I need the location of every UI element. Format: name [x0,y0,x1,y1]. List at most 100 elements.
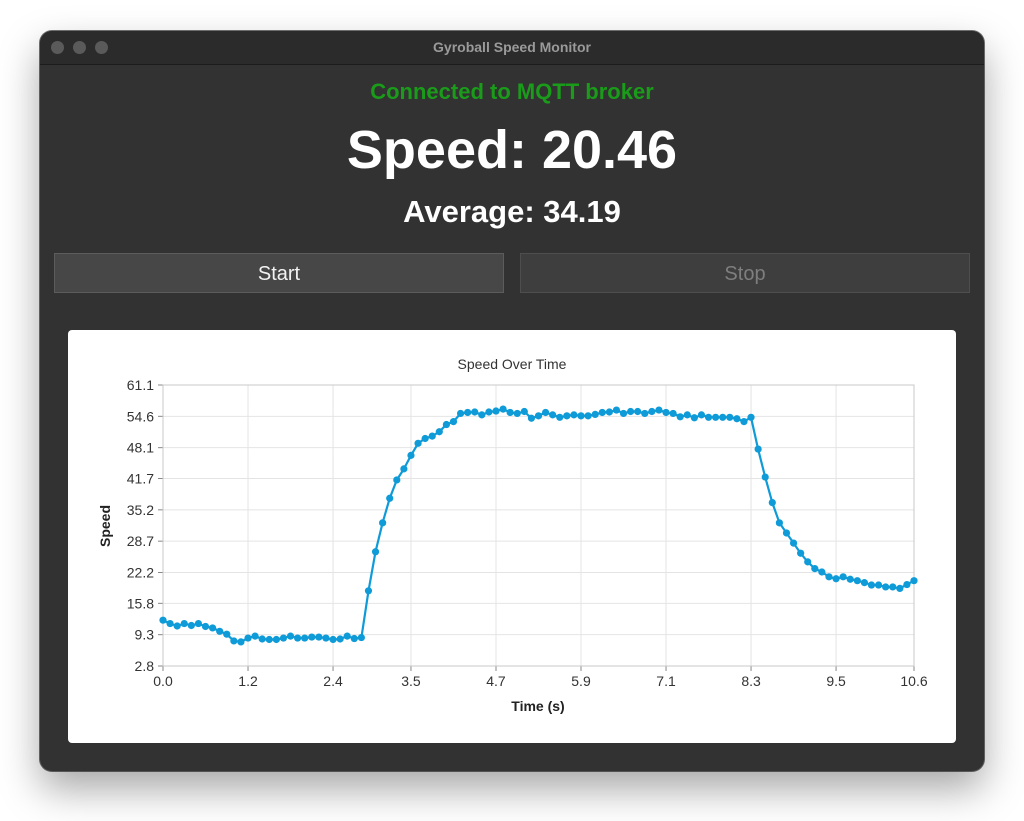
y-tick-label: 54.6 [127,408,154,424]
speed-data-point [166,619,174,628]
speed-data-point [612,406,621,414]
speed-data-point [258,635,266,643]
speed-data-point [669,409,677,418]
speed-data-point [747,413,755,421]
y-tick-label: 15.8 [127,595,154,611]
speed-series-line [162,407,915,643]
speed-data-point [563,412,571,420]
speed-data-point [251,632,259,640]
speed-data-point [797,549,805,557]
speed-data-point [740,418,748,426]
average-readout: Average: 34.19 [403,194,621,229]
speed-data-point [818,568,826,576]
speed-data-point [825,573,833,581]
speed-data-point [513,409,521,418]
app-window: Gyroball Speed Monitor Connected to MQTT… [40,31,984,771]
speed-data-point [421,434,429,443]
speed-data-point [265,635,273,644]
speed-data-point [173,622,181,630]
speed-data-point [428,432,436,440]
y-tick-label: 41.7 [127,471,154,487]
speed-data-point [882,583,890,591]
speed-data-point [556,413,564,421]
speed-data-point [754,445,762,453]
x-tick-label: 4.7 [486,673,506,689]
speed-data-point [627,407,635,416]
speed-chart-svg: 0.0 1.2 2.4 3.5 4.7 5.9 7.1 8.3 9.5 10.6 2.8 9.3 15.… [97,356,928,714]
speed-data-point [584,412,592,420]
speed-data-point [499,405,507,413]
speed-data-point [662,408,670,417]
speed-data-point [159,616,167,624]
chart-series [159,405,918,646]
speed-data-point [456,409,465,418]
speed-readout: Speed: 20.46 [346,120,678,180]
speed-data-point [683,411,691,419]
zoom-window-button[interactable] [95,41,108,54]
speed-data-point [180,619,188,628]
speed-data-point [676,413,684,421]
start-button[interactable]: Start [54,253,504,293]
speed-data-point [896,584,904,592]
speed-data-point [690,414,698,422]
speed-data-point [308,633,316,641]
speed-data-point [371,548,380,556]
speed-data-point [435,428,443,436]
speed-data-point [272,635,280,644]
x-tick-label: 1.2 [238,673,258,689]
speed-data-point [634,407,642,416]
speed-data-point [244,634,252,642]
speed-data-point [782,529,791,537]
speed-data-point [520,407,528,416]
speed-data-point [407,451,415,459]
stop-button[interactable]: Stop [520,253,970,293]
speed-data-point [379,519,387,527]
speed-data-point [449,418,458,426]
speed-data-point [853,577,861,585]
speed-data-point [478,411,486,419]
x-tick-label: 0.0 [153,673,173,689]
speed-data-point [719,413,727,421]
speed-data-point [364,587,373,595]
title-bar: Gyroball Speed Monitor [40,31,984,65]
y-tick-label: 22.2 [127,564,154,580]
speed-data-point [577,412,585,420]
speed-data-point [386,494,394,502]
speed-data-point [492,407,500,415]
speed-data-point [216,627,224,635]
speed-data-point [322,634,330,642]
minimize-window-button[interactable] [73,41,86,54]
speed-data-point [570,411,578,419]
speed-data-point [400,465,408,473]
window-title: Gyroball Speed Monitor [433,39,591,55]
x-tick-label: 7.1 [656,673,676,689]
speed-data-point [223,630,231,638]
speed-data-point [648,407,656,416]
speed-data-point [527,414,536,422]
chart-grid [162,384,915,667]
y-tick-label: 48.1 [127,440,154,456]
speed-data-point [832,575,840,583]
speed-data-point [903,580,911,589]
speed-data-point [230,637,238,645]
y-tick-label: 35.2 [127,502,154,518]
speed-data-point [619,409,628,418]
speed-data-point [733,415,741,423]
plot-area-border [162,384,915,667]
close-window-button[interactable] [51,41,64,54]
y-tick-label: 61.1 [127,377,154,393]
speed-data-point [357,633,365,642]
speed-data-point [286,632,295,640]
speed-data-point [775,519,783,527]
speed-data-point [506,408,514,417]
y-tick-label: 28.7 [127,533,154,549]
speed-data-point [393,476,401,484]
speed-data-point [697,411,706,419]
speed-data-point [889,583,897,591]
speed-data-point [846,575,854,583]
speed-data-point [237,638,245,646]
speed-data-point [591,410,599,419]
speed-data-point [804,558,812,566]
y-tick-label: 2.8 [135,658,155,674]
speed-data-point [811,565,819,573]
